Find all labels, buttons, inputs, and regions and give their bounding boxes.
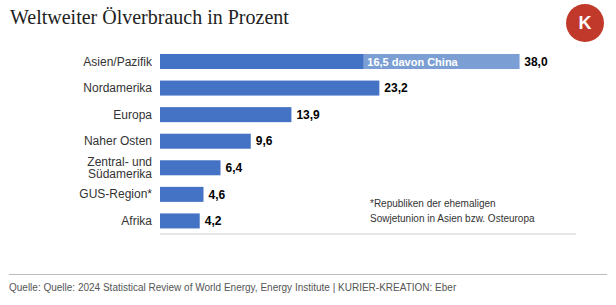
html-text:Quelle: Quelle: 2024 Statistic: Quelle: Quelle: 2024 Statistical Review … bbox=[9, 282, 457, 293]
svg-text:Zentral- undSüdamerika: Zentral- undSüdamerika bbox=[87, 155, 152, 181]
svg-text:Nordamerika: Nordamerika bbox=[83, 81, 152, 95]
svg-text:4,2: 4,2 bbox=[205, 214, 222, 228]
html-text:Weltweiter Ölverbrauch in Proz: Weltweiter Ölverbrauch in Prozent bbox=[10, 6, 289, 28]
svg-text:Afrika: Afrika bbox=[121, 214, 152, 228]
svg-text:13,9: 13,9 bbox=[296, 108, 320, 122]
html-text:Sowjetunion in Asien bzw. Oste: Sowjetunion in Asien bzw. Osteuropa bbox=[370, 213, 535, 224]
svg-text:9,6: 9,6 bbox=[256, 134, 273, 148]
svg-text:23,2: 23,2 bbox=[384, 81, 408, 95]
svg-text:16,5 davon China: 16,5 davon China bbox=[367, 56, 458, 68]
svg-text:Naher Osten: Naher Osten bbox=[84, 134, 152, 148]
svg-text:4,6: 4,6 bbox=[208, 188, 225, 202]
html-text:K: K bbox=[578, 12, 592, 33]
svg-text:6,4: 6,4 bbox=[226, 161, 243, 175]
svg-text:38,0: 38,0 bbox=[524, 55, 548, 69]
svg-text:GUS-Region*: GUS-Region* bbox=[79, 187, 152, 201]
svg-text:Asien/Pazifik: Asien/Pazifik bbox=[83, 55, 153, 69]
svg-text:Europa: Europa bbox=[113, 108, 152, 122]
html-text:*Republiken der ehemaligen: *Republiken der ehemaligen bbox=[370, 198, 496, 209]
